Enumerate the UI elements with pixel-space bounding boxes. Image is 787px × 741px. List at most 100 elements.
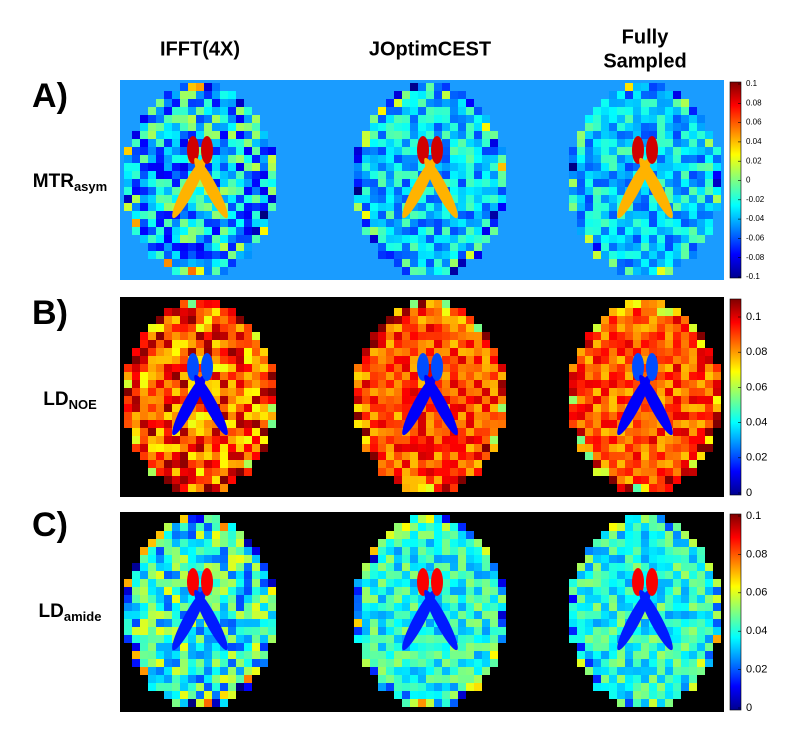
- brain-voxel: [609, 131, 617, 139]
- brain-voxel: [212, 115, 220, 123]
- brain-voxel: [426, 420, 434, 428]
- brain-voxel: [673, 308, 681, 316]
- brain-voxel: [641, 659, 649, 667]
- brain-voxel: [418, 651, 426, 659]
- brain-voxel: [164, 603, 172, 611]
- brain-voxel: [228, 203, 236, 211]
- brain-voxel: [402, 107, 410, 115]
- brain-voxel: [132, 611, 140, 619]
- brain-voxel: [434, 412, 442, 420]
- brain-voxel: [625, 267, 633, 275]
- brain-voxel: [689, 555, 697, 563]
- brain-voxel: [196, 404, 204, 412]
- brain-voxel: [490, 428, 498, 436]
- brain-voxel: [458, 579, 466, 587]
- brain-voxel: [641, 555, 649, 563]
- brain-voxel: [466, 211, 474, 219]
- brain-voxel: [466, 356, 474, 364]
- brain-voxel: [585, 372, 593, 380]
- brain-voxel: [132, 444, 140, 452]
- brain-voxel: [442, 563, 450, 571]
- brain-voxel: [228, 611, 236, 619]
- brain-voxel: [140, 171, 148, 179]
- ventricle-horn: [632, 136, 644, 164]
- brain-voxel: [204, 468, 212, 476]
- brain-voxel: [260, 364, 268, 372]
- brain-voxel: [204, 251, 212, 259]
- brain-voxel: [410, 436, 418, 444]
- brain-voxel: [657, 396, 665, 404]
- brain-voxel: [172, 699, 180, 707]
- brain-voxel: [402, 332, 410, 340]
- brain-voxel: [370, 227, 378, 235]
- brain-voxel: [474, 539, 482, 547]
- brain-voxel: [665, 195, 673, 203]
- brain-voxel: [378, 683, 386, 691]
- brain-voxel: [625, 107, 633, 115]
- brain-voxel: [474, 468, 482, 476]
- brain-voxel: [569, 372, 577, 380]
- brain-voxel: [426, 651, 434, 659]
- brain-voxel: [482, 555, 490, 563]
- brain-voxel: [180, 308, 188, 316]
- brain-voxel: [601, 675, 609, 683]
- brain-voxel: [434, 651, 442, 659]
- brain-voxel: [569, 404, 577, 412]
- brain-voxel: [466, 235, 474, 243]
- brain-voxel: [212, 83, 220, 91]
- brain-voxel: [394, 219, 402, 227]
- brain-voxel: [482, 412, 490, 420]
- brain-voxel: [402, 412, 410, 420]
- brain-voxel: [244, 107, 252, 115]
- brain-voxel: [450, 91, 458, 99]
- brain-voxel: [370, 115, 378, 123]
- brain-voxel: [633, 340, 641, 348]
- brain-voxel: [140, 123, 148, 131]
- brain-voxel: [172, 587, 180, 595]
- brain-voxel: [482, 332, 490, 340]
- brain-voxel: [228, 579, 236, 587]
- brain-voxel: [212, 675, 220, 683]
- brain-voxel: [172, 547, 180, 555]
- brain-voxel: [593, 444, 601, 452]
- brain-voxel: [601, 468, 609, 476]
- brain-voxel: [498, 619, 506, 627]
- brain-voxel: [577, 139, 585, 147]
- brain-voxel: [641, 412, 649, 420]
- brain-voxel: [681, 579, 689, 587]
- brain-voxel: [260, 380, 268, 388]
- brain-voxel: [180, 563, 188, 571]
- brain-voxel: [212, 444, 220, 452]
- brain-voxel: [649, 691, 657, 699]
- brain-voxel: [260, 155, 268, 163]
- brain-voxel: [164, 460, 172, 468]
- brain-voxel: [601, 420, 609, 428]
- brain-voxel: [617, 563, 625, 571]
- brain-voxel: [180, 484, 188, 492]
- brain-voxel: [140, 356, 148, 364]
- brain-voxel: [252, 436, 260, 444]
- brain-voxel: [617, 308, 625, 316]
- brain-voxel: [140, 139, 148, 147]
- brain-voxel: [434, 83, 442, 91]
- brain-voxel: [593, 340, 601, 348]
- brain-voxel: [204, 555, 212, 563]
- brain-voxel: [649, 251, 657, 259]
- brain-voxel: [156, 683, 164, 691]
- brain-voxel: [458, 452, 466, 460]
- brain-voxel: [442, 571, 450, 579]
- brain-voxel: [490, 436, 498, 444]
- brain-voxel: [370, 356, 378, 364]
- brain-voxel: [228, 171, 236, 179]
- brain-voxel: [140, 667, 148, 675]
- brain-voxel: [601, 179, 609, 187]
- brain-voxel: [705, 131, 713, 139]
- brain-voxel: [466, 219, 474, 227]
- brain-voxel: [188, 531, 196, 539]
- brain-voxel: [172, 683, 180, 691]
- brain-voxel: [386, 340, 394, 348]
- brain-voxel: [625, 539, 633, 547]
- brain-voxel: [140, 412, 148, 420]
- brain-voxel: [641, 356, 649, 364]
- brain-voxel: [482, 595, 490, 603]
